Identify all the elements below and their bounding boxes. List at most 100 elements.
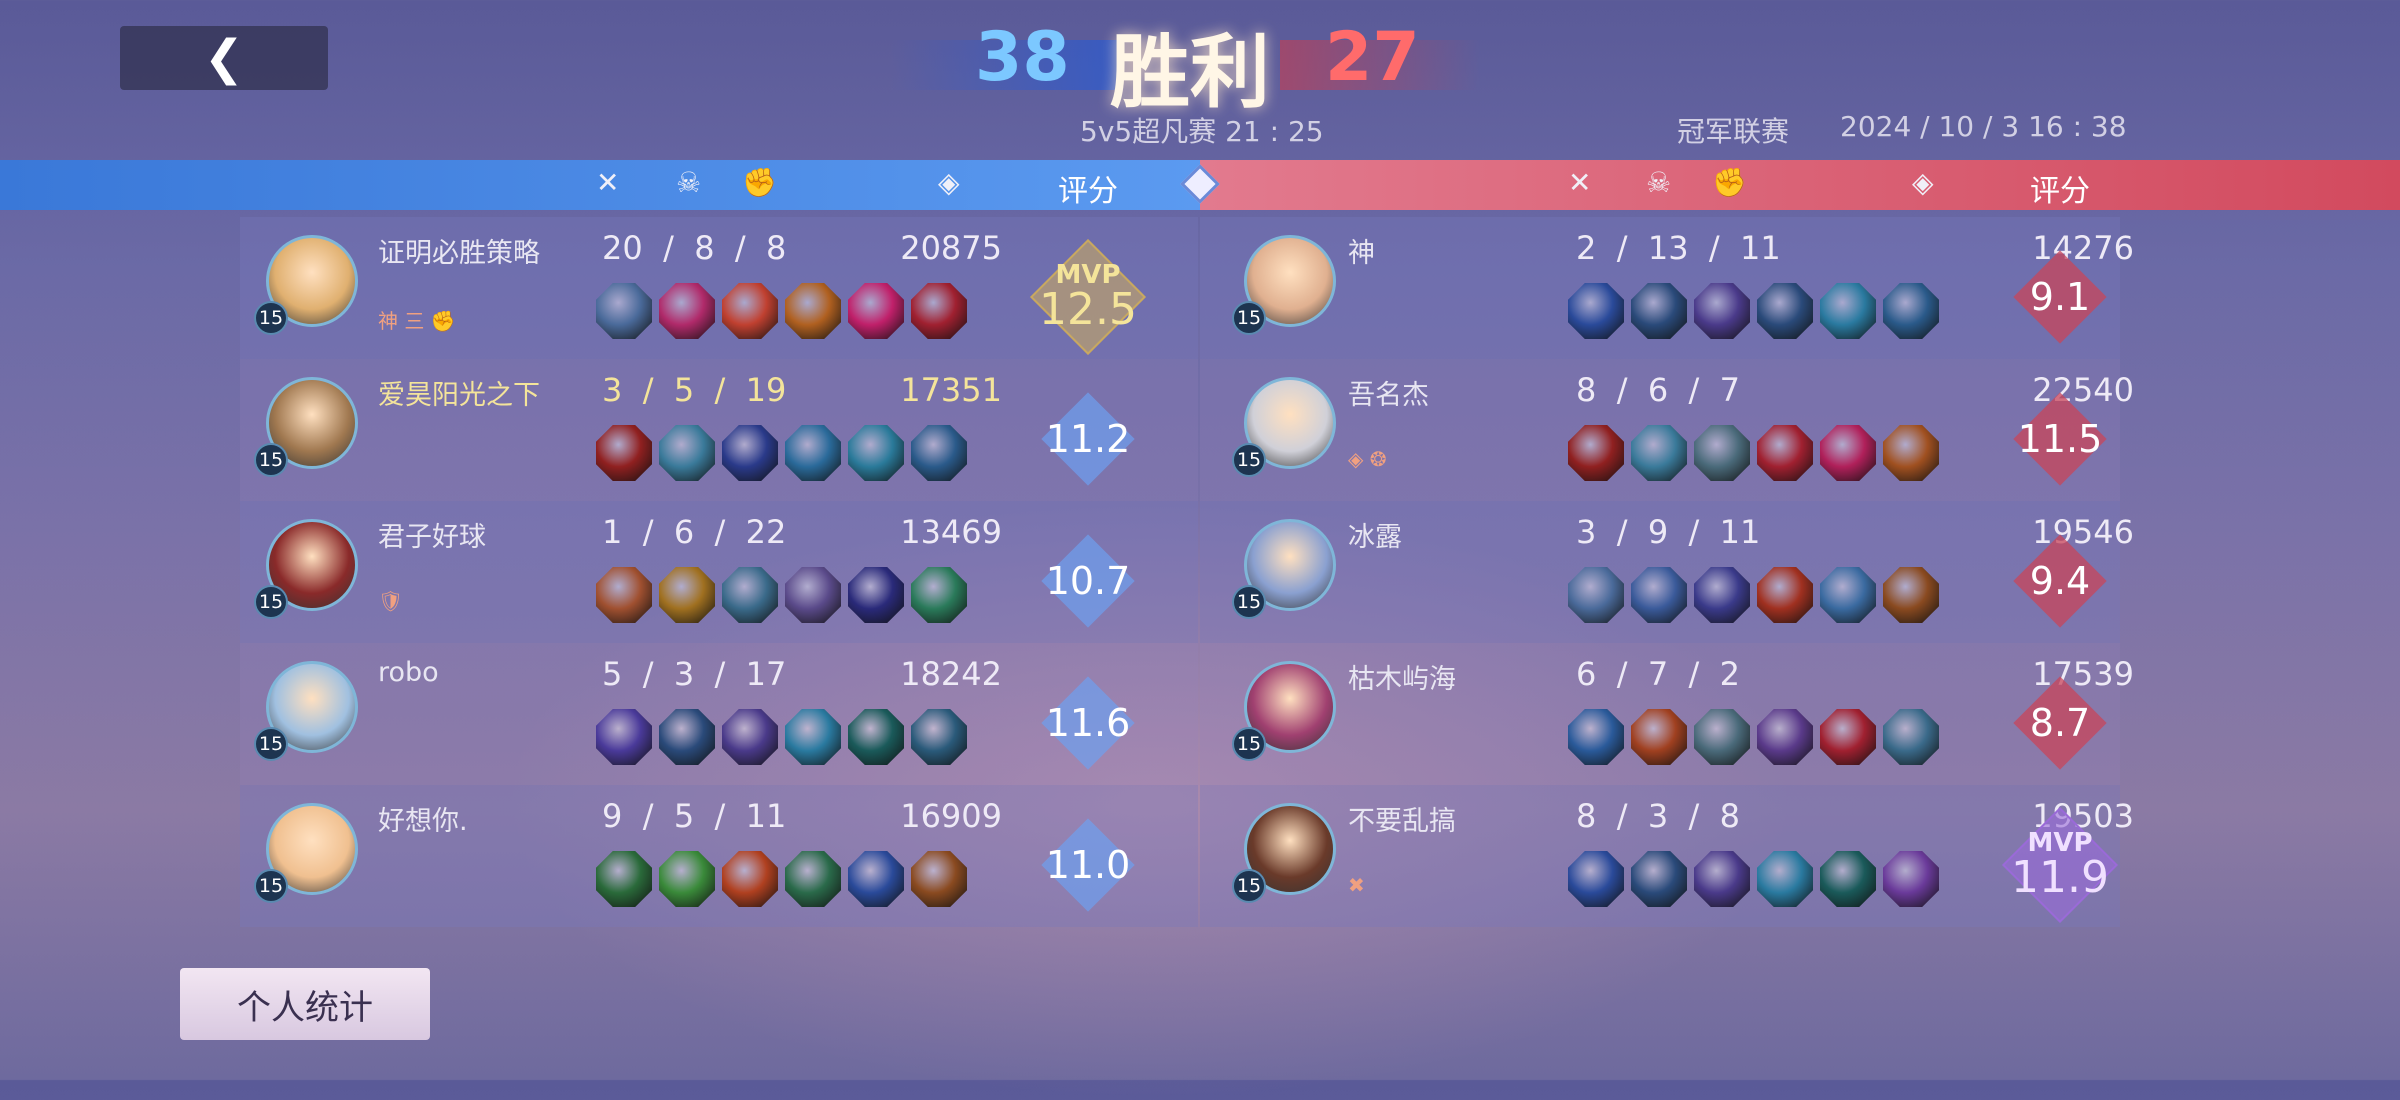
equipment-item-icon[interactable]	[1820, 851, 1876, 907]
equipment-item-icon[interactable]	[1568, 567, 1624, 623]
rating-header: 评分	[2030, 174, 2090, 209]
player-name[interactable]: 君子好球	[378, 522, 486, 553]
equipment-item-icon[interactable]	[785, 567, 841, 623]
equipment-item-icon[interactable]	[1694, 709, 1750, 765]
equipment-item-icon[interactable]	[911, 567, 967, 623]
personal-stats-button[interactable]: 个人统计	[180, 968, 430, 1040]
rating-value: 11.6	[1045, 701, 1131, 745]
equipment-item-icon[interactable]	[1568, 851, 1624, 907]
equipment-item-icon[interactable]	[1820, 283, 1876, 339]
rating-badge: 10.7	[1038, 531, 1138, 631]
hero-avatar[interactable]	[266, 377, 358, 469]
equipment-item-icon[interactable]	[848, 283, 904, 339]
hero-level: 15	[1232, 301, 1266, 335]
equipment-item-icon[interactable]	[1883, 425, 1939, 481]
equipment-item-icon[interactable]	[596, 425, 652, 481]
gold-earned: 20875	[900, 229, 1002, 267]
equipment-item-icon[interactable]	[1883, 283, 1939, 339]
equipment-item-icon[interactable]	[596, 709, 652, 765]
player-name[interactable]: 枯木屿海	[1348, 664, 1456, 695]
equipment-item-icon[interactable]	[1820, 425, 1876, 481]
equipment-list	[1568, 709, 1939, 765]
player-row[interactable]: 15 不要乱搞 ✖ 8 / 3 / 8 19503 MVP 11.9	[1200, 785, 2134, 927]
equipment-item-icon[interactable]	[1631, 425, 1687, 481]
equipment-item-icon[interactable]	[596, 851, 652, 907]
player-name[interactable]: 神	[1348, 238, 1375, 269]
equipment-item-icon[interactable]	[1883, 851, 1939, 907]
hero-avatar[interactable]	[1244, 377, 1336, 469]
equipment-item-icon[interactable]	[722, 283, 778, 339]
blue-band	[890, 40, 1120, 90]
equipment-item-icon[interactable]	[1568, 425, 1624, 481]
equipment-item-icon[interactable]	[1568, 709, 1624, 765]
equipment-item-icon[interactable]	[596, 283, 652, 339]
player-name[interactable]: 爱昊阳光之下	[378, 380, 540, 411]
player-row[interactable]: 15 枯木屿海 6 / 7 / 2 17539 8.7	[1200, 643, 2134, 785]
equipment-item-icon[interactable]	[659, 709, 715, 765]
player-badges: 🛡	[378, 589, 404, 613]
equipment-item-icon[interactable]	[1694, 425, 1750, 481]
player-name[interactable]: 好想你.	[378, 806, 468, 837]
equipment-item-icon[interactable]	[722, 567, 778, 623]
player-row[interactable]: 15 冰露 3 / 9 / 11 19546 9.4	[1200, 501, 2134, 643]
player-row[interactable]: 15 爱昊阳光之下 3 / 5 / 19 17351 11.2	[240, 359, 1198, 501]
player-row[interactable]: 15 robo 5 / 3 / 17 18242 11.6	[240, 643, 1198, 785]
equipment-item-icon[interactable]	[659, 425, 715, 481]
equipment-item-icon[interactable]	[659, 567, 715, 623]
equipment-item-icon[interactable]	[1883, 709, 1939, 765]
player-row[interactable]: 15 证明必胜策略 神 三 ✊ 20 / 8 / 8 20875 MVP 12.5	[240, 217, 1198, 359]
equipment-item-icon[interactable]	[659, 851, 715, 907]
player-name[interactable]: robo	[378, 657, 439, 688]
equipment-item-icon[interactable]	[659, 283, 715, 339]
equipment-item-icon[interactable]	[1631, 283, 1687, 339]
equipment-item-icon[interactable]	[722, 851, 778, 907]
kda: 3 / 5 / 19	[602, 371, 787, 409]
back-button[interactable]: ❮	[120, 26, 328, 90]
match-mode-duration: 5v5超凡赛 21 : 25	[1080, 115, 1324, 148]
blue-team-kills: 38	[975, 18, 1070, 97]
equipment-item-icon[interactable]	[911, 283, 967, 339]
equipment-item-icon[interactable]	[848, 709, 904, 765]
player-name[interactable]: 冰露	[1348, 522, 1402, 553]
gold-icon: ◈	[938, 166, 960, 199]
equipment-list	[1568, 283, 1939, 339]
player-row[interactable]: 15 神 2 / 13 / 11 14276 9.1	[1200, 217, 2134, 359]
equipment-item-icon[interactable]	[785, 709, 841, 765]
equipment-item-icon[interactable]	[1820, 567, 1876, 623]
equipment-item-icon[interactable]	[1694, 283, 1750, 339]
equipment-item-icon[interactable]	[1883, 567, 1939, 623]
equipment-item-icon[interactable]	[848, 851, 904, 907]
equipment-item-icon[interactable]	[1694, 567, 1750, 623]
player-name[interactable]: 证明必胜策略	[378, 238, 540, 269]
equipment-item-icon[interactable]	[911, 851, 967, 907]
player-row[interactable]: 15 好想你. 9 / 5 / 11 16909 11.0	[240, 785, 1198, 927]
equipment-item-icon[interactable]	[1694, 851, 1750, 907]
equipment-item-icon[interactable]	[722, 709, 778, 765]
equipment-item-icon[interactable]	[785, 851, 841, 907]
equipment-item-icon[interactable]	[1757, 425, 1813, 481]
equipment-item-icon[interactable]	[848, 567, 904, 623]
equipment-list	[1568, 567, 1939, 623]
player-name[interactable]: 吾名杰	[1348, 380, 1429, 411]
player-badges: 神 三 ✊	[378, 309, 456, 333]
equipment-item-icon[interactable]	[785, 425, 841, 481]
equipment-item-icon[interactable]	[1757, 709, 1813, 765]
equipment-item-icon[interactable]	[1568, 283, 1624, 339]
equipment-item-icon[interactable]	[911, 425, 967, 481]
kills-icon: ✕	[1568, 166, 1592, 199]
equipment-item-icon[interactable]	[1631, 851, 1687, 907]
equipment-item-icon[interactable]	[596, 567, 652, 623]
player-row[interactable]: 15 吾名杰 ◈ ❂ 8 / 6 / 7 22540 11.5	[1200, 359, 2134, 501]
player-name[interactable]: 不要乱搞	[1348, 806, 1456, 837]
equipment-item-icon[interactable]	[785, 283, 841, 339]
player-row[interactable]: 15 君子好球 🛡 1 / 6 / 22 13469 10.7	[240, 501, 1198, 643]
equipment-item-icon[interactable]	[1757, 283, 1813, 339]
equipment-item-icon[interactable]	[1631, 709, 1687, 765]
equipment-item-icon[interactable]	[1820, 709, 1876, 765]
equipment-item-icon[interactable]	[722, 425, 778, 481]
equipment-item-icon[interactable]	[911, 709, 967, 765]
equipment-item-icon[interactable]	[1631, 567, 1687, 623]
equipment-item-icon[interactable]	[1757, 851, 1813, 907]
equipment-item-icon[interactable]	[1757, 567, 1813, 623]
equipment-item-icon[interactable]	[848, 425, 904, 481]
